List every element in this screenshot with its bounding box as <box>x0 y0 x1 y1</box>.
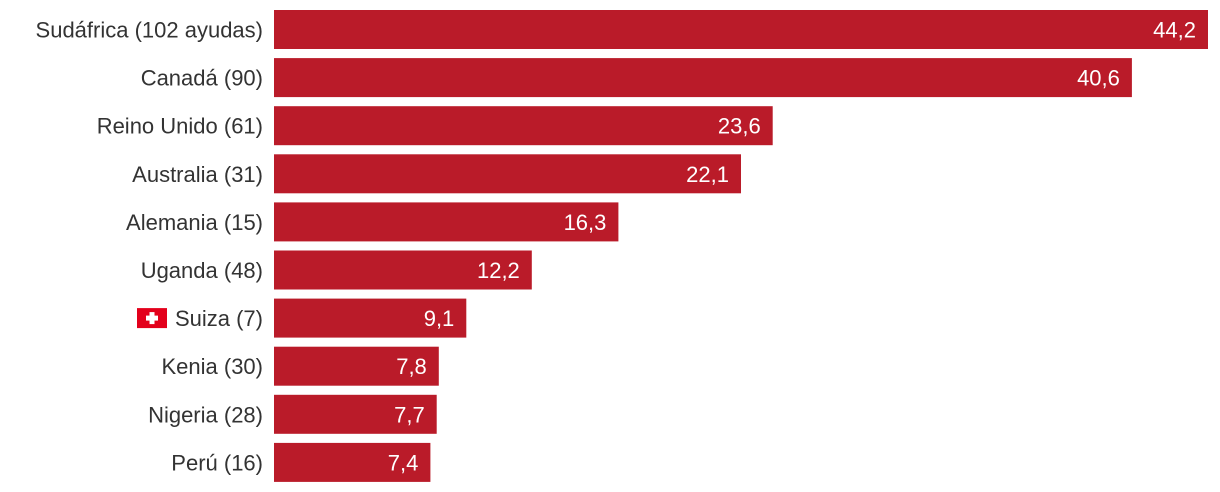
value-label: 22,1 <box>686 162 729 187</box>
bar-row: 12,2 Uganda (48) <box>141 250 532 290</box>
category-label: Nigeria (28) <box>148 402 263 427</box>
bar <box>274 442 431 482</box>
bar-row: 40,6 Canadá (90) <box>141 58 1132 98</box>
bar-row: 22,1 Australia (31) <box>132 154 741 194</box>
value-label: 7,4 <box>388 450 419 475</box>
bar <box>274 346 439 386</box>
value-label: 40,6 <box>1077 66 1120 91</box>
bar <box>274 298 467 338</box>
bar <box>274 154 741 194</box>
category-label: Suiza (7) <box>175 306 263 331</box>
bar <box>274 106 773 146</box>
category-label: Reino Unido (61) <box>97 114 263 139</box>
bar-row: 7,4 Perú (16) <box>171 442 431 482</box>
bar-row: 44,2 Sudáfrica (102 ayudas) <box>36 10 1208 49</box>
category-label: Uganda (48) <box>141 258 263 283</box>
value-label: 9,1 <box>424 306 455 331</box>
bar <box>274 10 1208 49</box>
category-label: Australia (31) <box>132 162 263 187</box>
bar <box>274 202 619 242</box>
bar-row: 9,1 Suiza (7) <box>175 298 467 338</box>
value-label: 23,6 <box>718 114 761 139</box>
swiss-flag-icon <box>137 308 167 329</box>
bar-row: 16,3 Alemania (15) <box>126 202 619 242</box>
category-label: Alemania (15) <box>126 210 263 235</box>
category-label: Perú (16) <box>171 450 263 475</box>
category-label: Sudáfrica (102 ayudas) <box>36 18 263 43</box>
value-label: 12,2 <box>477 258 520 283</box>
value-label: 7,8 <box>396 354 427 379</box>
bar-row: 7,7 Nigeria (28) <box>148 394 437 434</box>
value-label: 16,3 <box>564 210 607 235</box>
value-label: 7,7 <box>394 402 425 427</box>
value-label: 44,2 <box>1153 18 1196 43</box>
category-label: Kenia (30) <box>161 354 263 379</box>
bar <box>274 58 1132 98</box>
bar-row: 7,8 Kenia (30) <box>161 346 439 386</box>
category-label: Canadá (90) <box>141 66 263 91</box>
bar <box>274 250 532 290</box>
bar <box>274 394 437 434</box>
bar-row: 23,6 Reino Unido (61) <box>97 106 773 146</box>
